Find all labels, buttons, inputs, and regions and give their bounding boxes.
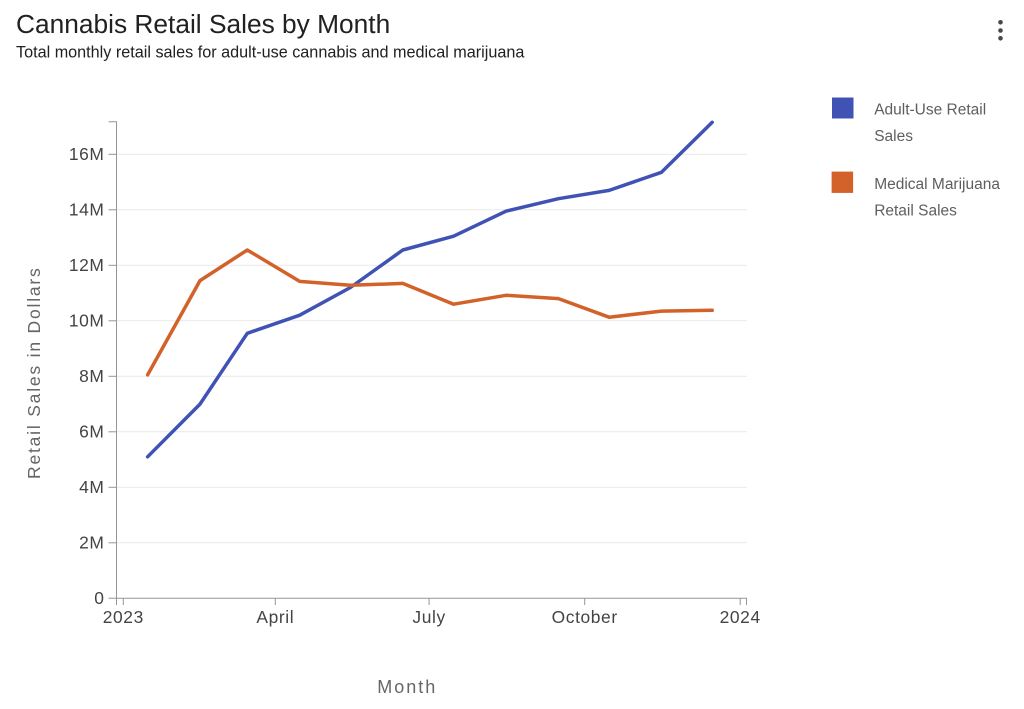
svg-text:2023: 2023	[103, 607, 144, 627]
svg-text:14M: 14M	[69, 200, 105, 220]
svg-text:12M: 12M	[69, 255, 105, 275]
svg-text:October: October	[552, 607, 618, 627]
svg-text:4M: 4M	[79, 477, 104, 497]
svg-text:Total monthly retail sales for: Total monthly retail sales for adult-use…	[16, 43, 524, 61]
svg-text:10M: 10M	[69, 311, 105, 331]
svg-text:8M: 8M	[79, 366, 104, 386]
svg-text:Adult-Use Retail: Adult-Use Retail	[874, 101, 986, 118]
svg-text:April: April	[256, 607, 294, 627]
svg-text:Month: Month	[377, 677, 437, 697]
svg-text:2024: 2024	[720, 607, 761, 627]
svg-text:0: 0	[94, 588, 104, 608]
svg-text:16M: 16M	[69, 144, 105, 164]
svg-text:6M: 6M	[79, 422, 104, 442]
svg-text:Sales: Sales	[874, 128, 913, 145]
svg-text:Medical Marijuana: Medical Marijuana	[874, 176, 1000, 193]
svg-text:July: July	[412, 607, 445, 627]
svg-text:Retail Sales in Dollars: Retail Sales in Dollars	[24, 266, 44, 479]
svg-text:2M: 2M	[79, 533, 104, 553]
svg-text:Cannabis Retail Sales by Month: Cannabis Retail Sales by Month	[16, 9, 390, 39]
svg-text:Retail Sales: Retail Sales	[874, 202, 957, 219]
